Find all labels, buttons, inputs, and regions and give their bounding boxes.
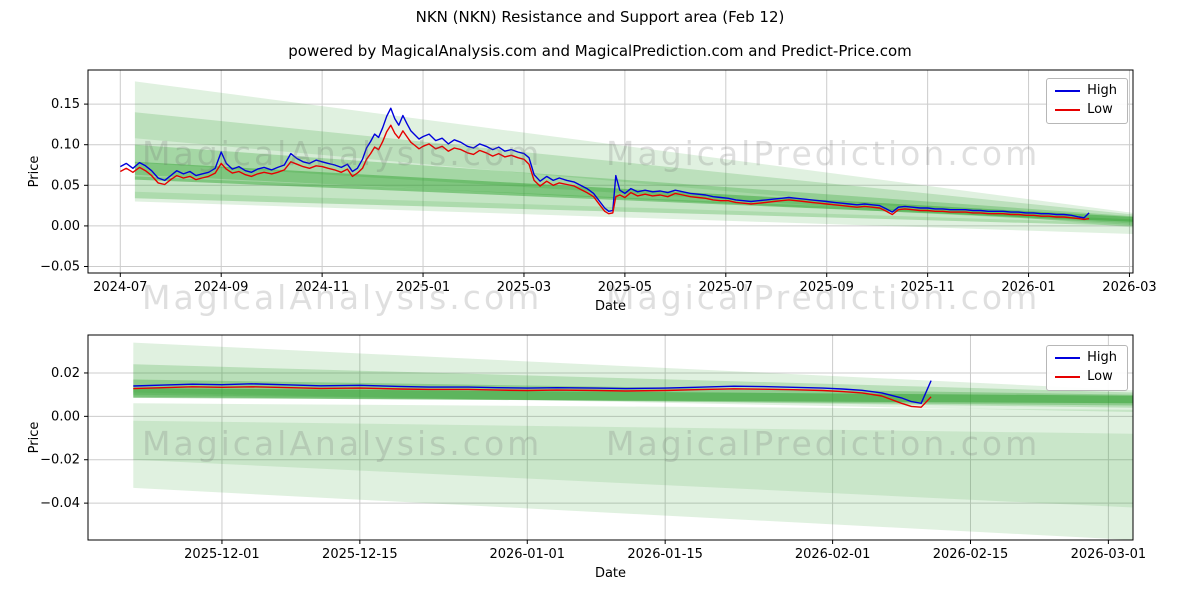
band bbox=[134, 81, 1133, 228]
legend-entry-low: Low bbox=[1055, 370, 1117, 384]
x-tick-label: 2026-01-01 bbox=[489, 547, 565, 562]
support-resistance-bands bbox=[133, 342, 1133, 540]
y-tick-label: 0.10 bbox=[51, 138, 80, 153]
axis-frame bbox=[87, 334, 1134, 541]
y-tick-label: −0.04 bbox=[40, 496, 80, 511]
y-tick-label: −0.02 bbox=[40, 453, 80, 468]
page-title: NKN (NKN) Resistance and Support area (F… bbox=[415, 8, 785, 26]
low-line bbox=[133, 386, 932, 408]
high-line-swatch bbox=[1055, 357, 1081, 359]
y-tick-label: 0.05 bbox=[51, 178, 80, 193]
x-tick-label: 2026-03-01 bbox=[1071, 547, 1147, 562]
legend-label-high: High bbox=[1087, 83, 1117, 98]
x-tick-label: 2026-02-01 bbox=[795, 547, 871, 562]
y-tick-label: 0.02 bbox=[51, 366, 80, 381]
x-tick-label: 2025-12-01 bbox=[184, 547, 260, 562]
x-tick-label: 2025-09 bbox=[800, 280, 854, 295]
y-axis-label: Price bbox=[27, 156, 42, 188]
x-tick-label: 2025-05 bbox=[598, 280, 652, 295]
x-tick-label: 2026-02-15 bbox=[933, 547, 1009, 562]
band bbox=[133, 420, 1133, 508]
y-tick-label: 0.00 bbox=[51, 219, 80, 234]
high-line bbox=[133, 380, 932, 404]
x-tick-label: 2024-07 bbox=[93, 280, 147, 295]
y-tick-label: 0.00 bbox=[51, 409, 80, 424]
legend-label-high: High bbox=[1087, 350, 1117, 365]
figure-subtitle: powered by MagicalAnalysis.com and Magic… bbox=[288, 42, 912, 60]
low-line-swatch bbox=[1055, 376, 1081, 378]
x-axis-label: Date bbox=[595, 299, 626, 314]
legend-entry-high: High bbox=[1055, 351, 1117, 365]
x-tick-label: 2025-03 bbox=[497, 280, 551, 295]
x-tick-label: 2026-03 bbox=[1102, 280, 1156, 295]
grid bbox=[88, 335, 1133, 540]
x-tick-label: 2024-09 bbox=[194, 280, 248, 295]
legend-label-low: Low bbox=[1087, 102, 1113, 117]
y-tick-label: −0.05 bbox=[40, 260, 80, 275]
y-tick-label: 0.15 bbox=[51, 97, 80, 112]
legend-label-low: Low bbox=[1087, 369, 1113, 384]
x-tick-label: 2026-01 bbox=[1001, 280, 1055, 295]
band bbox=[134, 144, 1133, 224]
y-axis-label: Price bbox=[27, 422, 42, 454]
tick-labels: 2025-12-01 2025-12-15 2026-01-01 2026-01-15… bbox=[40, 366, 1146, 562]
legend-entry-high: High bbox=[1055, 84, 1117, 98]
high-line-swatch bbox=[1055, 90, 1081, 92]
series-lines bbox=[133, 380, 932, 408]
low-line-swatch bbox=[1055, 109, 1081, 111]
legend-top-chart: High Low bbox=[1046, 78, 1128, 124]
legend-entry-low: Low bbox=[1055, 103, 1117, 117]
low-line bbox=[119, 124, 1090, 221]
x-tick-label: 2025-11 bbox=[900, 280, 954, 295]
band bbox=[133, 388, 1133, 404]
band bbox=[134, 176, 1133, 226]
band bbox=[133, 403, 1133, 540]
ticks bbox=[84, 372, 1109, 544]
band bbox=[134, 112, 1133, 226]
x-tick-label: 2025-01 bbox=[396, 280, 450, 295]
grid bbox=[88, 70, 1133, 273]
x-tick-label: 2026-01-15 bbox=[627, 547, 703, 562]
x-axis-label: Date bbox=[595, 566, 626, 581]
axis-frame bbox=[87, 69, 1134, 274]
series-lines bbox=[119, 107, 1090, 221]
ticks bbox=[84, 103, 1130, 277]
high-line bbox=[119, 107, 1090, 219]
legend-bottom-chart: High Low bbox=[1046, 345, 1128, 391]
x-tick-label: 2025-07 bbox=[699, 280, 753, 295]
x-tick-label: 2024-11 bbox=[295, 280, 349, 295]
tick-labels: 2024-07 2024-09 2024-11 2025-01 2025-03 2025-… bbox=[40, 97, 1156, 295]
band bbox=[134, 191, 1133, 234]
x-tick-label: 2025-12-15 bbox=[322, 547, 398, 562]
